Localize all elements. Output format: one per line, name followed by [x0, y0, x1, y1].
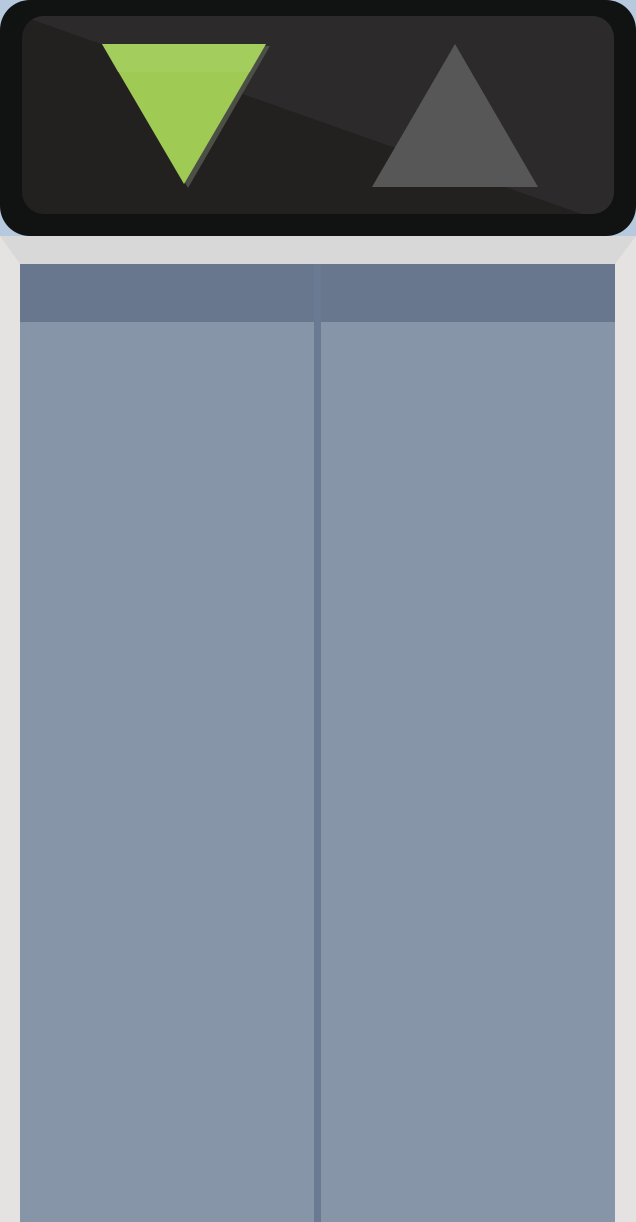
left-door: [20, 264, 314, 1222]
right-door-header: [321, 264, 615, 322]
door-seam: [314, 264, 321, 1222]
right-door: [321, 264, 615, 1222]
frame-lintel: [0, 236, 636, 264]
down-arrow-icon: [102, 44, 270, 188]
direction-indicator-panel: [0, 0, 636, 236]
up-arrow-icon: [372, 44, 538, 187]
left-door-header: [20, 264, 314, 322]
elevator-doors: [20, 264, 615, 1222]
